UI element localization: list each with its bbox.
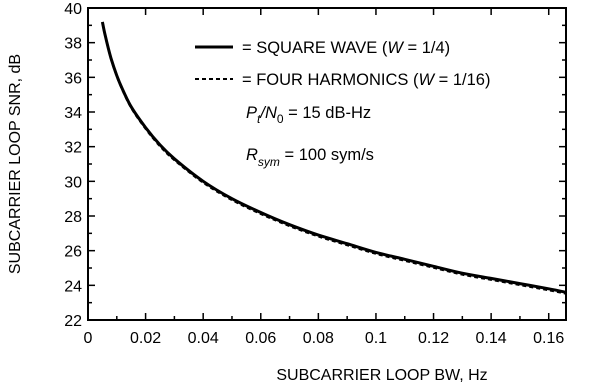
- y-tick-label: 24: [64, 278, 82, 295]
- x-tick-label: 0.06: [245, 330, 276, 347]
- y-tick-label: 28: [64, 209, 82, 226]
- y-tick-label: 30: [64, 174, 82, 191]
- x-tick-label: 0.14: [476, 330, 507, 347]
- x-tick-label: 0.16: [533, 330, 564, 347]
- annotation-pt-value: = 15 dB-Hz: [284, 104, 372, 122]
- legend-square-tail: = 1/4): [403, 39, 450, 57]
- x-tick-label: 0.04: [188, 330, 219, 347]
- y-tick-label: 22: [64, 313, 82, 330]
- series-layer: [100, 21, 567, 295]
- y-axis-label: SUBCARRIER LOOP SNR, dB: [7, 54, 24, 274]
- annotation-pt-subscript: t: [257, 112, 261, 126]
- x-tick-label: 0.1: [365, 330, 387, 347]
- y-tick-label: 26: [64, 244, 82, 261]
- legend-entry-four-harmonics: = FOUR HARMONICS (W = 1/16): [242, 71, 490, 89]
- x-tick-label: 0.02: [130, 330, 161, 347]
- annotation-pt-symbol: P: [246, 104, 257, 122]
- legend: = SQUARE WAVE (W = 1/4) = FOUR HARMONICS…: [195, 39, 490, 89]
- y-tick-label: 40: [64, 1, 82, 18]
- y-tick-label: 32: [64, 140, 82, 157]
- legend-square-prefix: = SQUARE WAVE (: [242, 39, 388, 57]
- annotation-rsym: Rsym = 100 sym/s: [246, 146, 374, 169]
- x-tick-label: 0.08: [303, 330, 334, 347]
- x-tick-label: 0.12: [418, 330, 449, 347]
- legend-square-var: W: [387, 39, 404, 57]
- annotation-rsym-subscript: sym: [258, 155, 280, 169]
- y-tick-label: 34: [64, 105, 82, 122]
- annotation-pt-n0: Pt/N0 = 15 dB-Hz: [246, 104, 371, 126]
- plot-frame: [87, 7, 567, 321]
- x-tick-label: 0: [84, 330, 93, 347]
- legend-four-var: W: [418, 71, 435, 89]
- legend-four-prefix: = FOUR HARMONICS (: [242, 71, 419, 89]
- annotation-rsym-value: = 100 sym/s: [280, 146, 374, 164]
- legend-entry-square-wave: = SQUARE WAVE (W = 1/4): [242, 39, 450, 57]
- x-axis-label: SUBCARRIER LOOP BW, Hz: [276, 367, 487, 384]
- legend-four-tail: = 1/16): [434, 71, 490, 89]
- y-tick-label: 38: [64, 36, 82, 53]
- series-line-four-harmonics: [101, 23, 567, 295]
- annotation-n0-subscript: 0: [277, 112, 284, 126]
- x-axis-ticks: 0 0.02 0.04 0.06 0.08 0.1 0.12 0.14 0.16: [84, 8, 564, 347]
- annotation-n0-symbol: /N: [259, 104, 277, 122]
- annotation-rsym-symbol: R: [246, 146, 258, 164]
- y-tick-label: 36: [64, 70, 82, 87]
